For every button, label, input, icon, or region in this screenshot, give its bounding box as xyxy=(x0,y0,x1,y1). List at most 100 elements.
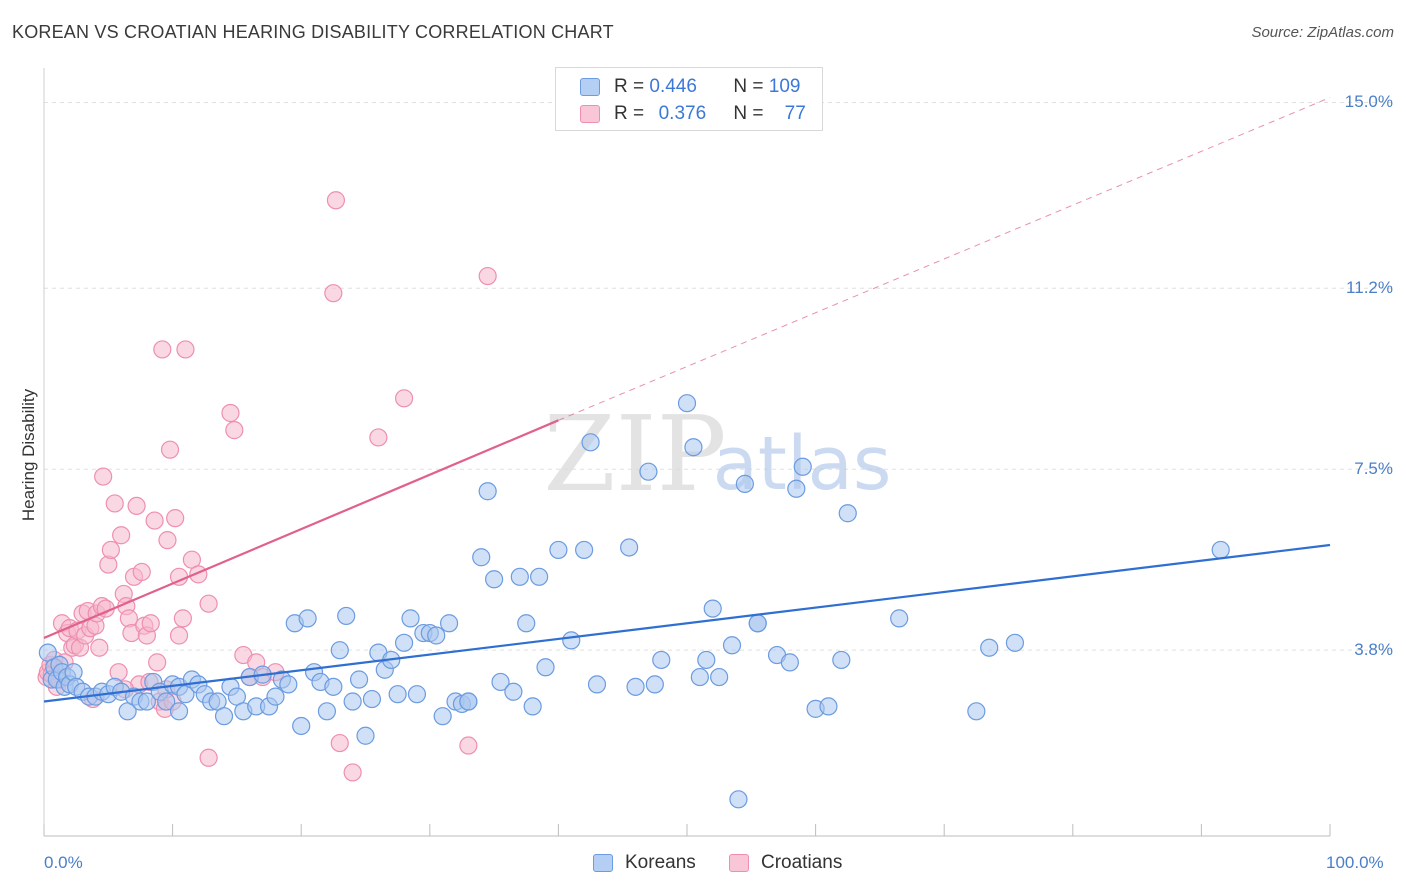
koreans-point xyxy=(780,653,799,672)
legend-row-koreans: R = 0.446 N = 109 xyxy=(580,75,800,99)
koreans-point xyxy=(819,697,838,716)
croatians-point xyxy=(153,340,172,359)
koreans-point xyxy=(967,702,986,721)
koreans-point xyxy=(838,504,857,523)
koreans-point xyxy=(581,433,600,452)
croatians-point xyxy=(394,389,414,408)
koreans-point xyxy=(677,394,697,413)
croatians-point xyxy=(101,540,120,560)
legend-n-label: N = xyxy=(733,103,764,124)
koreans-point xyxy=(562,631,581,650)
croatians-point xyxy=(221,403,240,423)
koreans-point xyxy=(890,609,909,628)
legend-n-value-croatians: 77 xyxy=(784,103,806,124)
croatians-point xyxy=(176,340,195,359)
correlation-legend: R = 0.446 N = 109 R = 0.376 N = 77 xyxy=(555,67,823,131)
koreans-point xyxy=(523,697,542,716)
croatians-point xyxy=(166,509,185,528)
source-label: Source: ZipAtlas.com xyxy=(1251,24,1394,41)
koreans-point xyxy=(684,438,703,457)
y-axis-title: Hearing Disability xyxy=(19,388,38,522)
croatians-point xyxy=(158,531,177,550)
croatians-point xyxy=(478,266,497,286)
koreans-point xyxy=(575,540,594,560)
croatians-point xyxy=(199,748,218,767)
koreans-point xyxy=(710,667,729,687)
legend-row-croatians: R = 0.376 N = 77 xyxy=(580,102,806,126)
legend-r-value-koreans: 0.446 xyxy=(649,76,697,97)
legend-label-koreans: Koreans xyxy=(625,852,696,873)
koreans-point xyxy=(703,599,722,618)
koreans-point xyxy=(292,716,311,736)
koreans-point xyxy=(504,682,523,701)
croatians-point xyxy=(324,284,343,303)
watermark: ZIP atlas xyxy=(543,393,891,515)
koreans-point xyxy=(652,650,671,670)
koreans-point xyxy=(1211,540,1230,560)
koreans-point xyxy=(478,482,497,501)
koreans-point xyxy=(459,692,478,711)
koreans-point xyxy=(137,692,156,711)
croatians-point xyxy=(173,609,192,628)
croatians-point xyxy=(94,467,113,486)
x-tick-label-min: 0.0% xyxy=(44,853,83,872)
croatians-point xyxy=(330,733,349,753)
croatians-point xyxy=(127,496,146,516)
legend-n-label: N = xyxy=(733,76,764,97)
koreans-point xyxy=(697,650,716,670)
koreans-point xyxy=(337,606,356,626)
koreans-point xyxy=(510,567,529,586)
koreans-point xyxy=(549,540,568,560)
koreans-point xyxy=(587,675,607,694)
croatians-point xyxy=(369,428,388,447)
legend-label-croatians: Croatians xyxy=(761,852,843,873)
koreans-point xyxy=(330,641,349,660)
koreans-point xyxy=(317,702,337,721)
axes xyxy=(43,68,1331,837)
koreans-point xyxy=(491,672,510,692)
koreans-point xyxy=(1005,633,1025,652)
legend-swatch-croatians xyxy=(729,854,749,872)
koreans-point xyxy=(639,462,658,481)
legend-r-value-croatians: 0.376 xyxy=(658,103,707,124)
legend-r-label: R = xyxy=(614,76,645,97)
y-tick-label: 11.2% xyxy=(1346,278,1393,298)
koreans-point xyxy=(980,638,999,657)
koreans-point xyxy=(266,687,285,706)
grid-lines xyxy=(44,101,1392,651)
koreans-point xyxy=(626,677,645,696)
chart-title: KOREAN VS CROATIAN HEARING DISABILITY CO… xyxy=(12,22,614,42)
koreans-point xyxy=(832,650,851,670)
koreans-point xyxy=(690,667,709,687)
koreans-point xyxy=(388,685,407,704)
croatians-point xyxy=(169,626,189,645)
koreans-point xyxy=(530,567,549,586)
koreans-point xyxy=(517,614,536,633)
koreans-point xyxy=(407,685,427,704)
koreans-point xyxy=(748,614,767,633)
croatians-point xyxy=(132,562,151,582)
trend-lines xyxy=(43,97,1331,703)
croatians-point xyxy=(112,526,131,545)
koreans-point xyxy=(343,692,362,711)
legend-swatch-koreans xyxy=(580,78,600,96)
koreans-point xyxy=(536,658,555,677)
croatians-point xyxy=(141,614,160,633)
croatians-point xyxy=(105,494,124,513)
koreans-point xyxy=(439,614,459,633)
croatians-point xyxy=(459,736,478,755)
legend-swatch-croatians xyxy=(580,105,600,123)
legend-item-koreans: Koreans xyxy=(593,852,696,874)
y-tick-label: 7.5% xyxy=(1354,459,1393,479)
koreans-point xyxy=(485,570,504,589)
y-tick-label: 15.0% xyxy=(1344,92,1393,112)
croatians-point xyxy=(90,638,109,657)
koreans-point xyxy=(349,670,369,689)
koreans-point xyxy=(620,538,639,557)
croatians-point xyxy=(225,421,244,440)
croatians-point xyxy=(199,594,218,613)
croatians-point xyxy=(343,763,362,782)
koreans-point xyxy=(298,609,317,628)
series-legend: Koreans Croatians xyxy=(0,852,1406,878)
koreans-point xyxy=(362,689,382,709)
